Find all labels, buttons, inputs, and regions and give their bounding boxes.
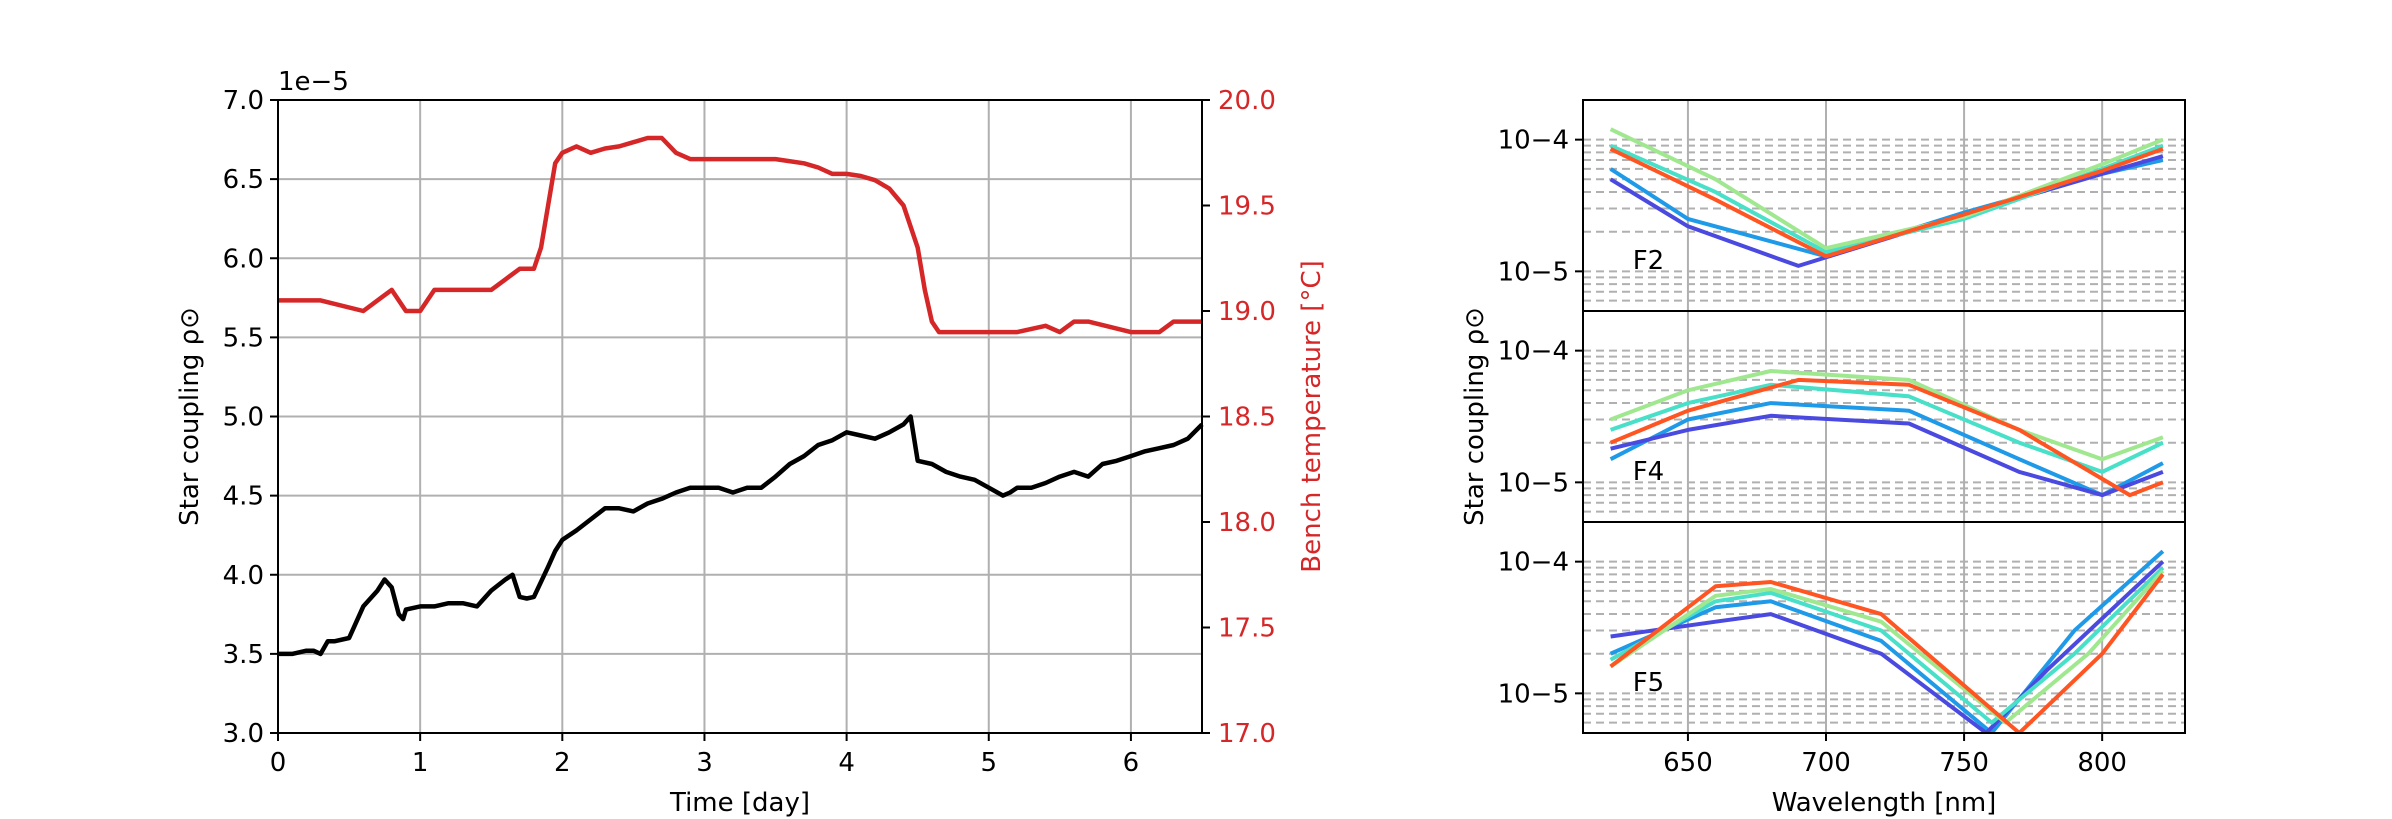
- panel-frame: [1582, 521, 2186, 734]
- y2-tick-label: 19.5: [1218, 192, 1276, 222]
- right-chart: 10−4 10−5 F2 10−4 10−5 F4 10−4 10−5 F5 650 700 750 8…: [1460, 99, 2186, 818]
- spectrum-line-4: [1609, 569, 2165, 725]
- spectrum-line-4: [1609, 369, 2164, 462]
- spectrum-line-3: [1609, 566, 2165, 725]
- panel-f4: 10−4 10−5 F4: [1498, 310, 2186, 523]
- spectrum-line-2: [1610, 560, 2165, 733]
- x-tick-label: 1: [412, 748, 429, 778]
- spectrum-line-4: [1609, 127, 2164, 251]
- spectrum-line-2: [1610, 413, 2164, 498]
- spectrum-line-3: [1609, 382, 2164, 474]
- x-tick-label: 2: [554, 748, 571, 778]
- x-tick-label: 5: [980, 748, 997, 778]
- y-tick-label: 4.5: [223, 482, 264, 512]
- spectrum-line-1: [1609, 401, 2164, 498]
- y-tick-label: 5.0: [223, 403, 264, 433]
- y-tick-label: 10−4: [1498, 337, 1569, 367]
- y-tick-label: 3.5: [223, 640, 264, 670]
- y2-tick-label: 17.0: [1218, 719, 1276, 749]
- y-tick-label: 10−5: [1498, 257, 1569, 287]
- x-tick-label: 800: [2077, 748, 2127, 778]
- coupling-line: [278, 414, 1204, 657]
- x-tick-label: 650: [1663, 748, 1713, 778]
- x-tick-label: 6: [1123, 748, 1140, 778]
- x-tick-label: 700: [1801, 748, 1851, 778]
- x-tick-label: 750: [1939, 748, 1989, 778]
- x-tick-label: 3: [696, 748, 713, 778]
- x-tick-label: 0: [270, 748, 287, 778]
- y2-tick-label: 18.0: [1218, 508, 1276, 538]
- y-axis-label: Star coupling ρ⊙: [1460, 307, 1490, 526]
- x-axis-label: Time [day]: [669, 788, 810, 818]
- panel-label: F2: [1633, 246, 1665, 276]
- y-axis-label: Star coupling ρ⊙: [175, 307, 205, 526]
- y-tick-label: 4.0: [223, 561, 264, 591]
- y-tick-label: 7.0: [223, 86, 264, 116]
- spectrum-line-5: [1609, 147, 2164, 259]
- y-tick-label: 10−5: [1498, 679, 1569, 709]
- y-tick-label: 10−5: [1498, 468, 1569, 498]
- panel-f2: 10−4 10−5 F2: [1498, 99, 2186, 312]
- panel-label: F4: [1633, 457, 1665, 487]
- y2-tick-label: 20.0: [1218, 86, 1276, 116]
- spectrum-line-1: [1609, 549, 2165, 733]
- y2-axis-label: Bench temperature [°C]: [1297, 260, 1327, 572]
- y2-tick-label: 18.5: [1218, 403, 1276, 433]
- y2-tick-label: 19.0: [1218, 297, 1276, 327]
- x-tick-label: 4: [838, 748, 855, 778]
- y-tick-label: 10−4: [1498, 548, 1569, 578]
- spectrum-line-5: [1609, 573, 2165, 733]
- y-tick-label: 5.5: [223, 323, 264, 353]
- panel-label: F5: [1633, 668, 1665, 698]
- spectrum-line-5: [1609, 377, 2164, 498]
- left-chart: 0 1 2 3 4 5 6 3.0 3.5 4.0 4.5 5.0 5.5 6.0 6.5 7.0 17.0 17…: [175, 67, 1327, 818]
- y2-tick-label: 17.5: [1218, 614, 1276, 644]
- y-tick-label: 6.0: [223, 244, 264, 274]
- panel-frame: [1582, 99, 2186, 312]
- panel-f5: 10−4 10−5 F5: [1498, 521, 2186, 734]
- y-offset-label: 1e−5: [278, 67, 349, 97]
- temperature-line: [278, 135, 1202, 335]
- y-tick-label: 10−4: [1498, 126, 1569, 156]
- x-axis-label: Wavelength [nm]: [1772, 788, 1997, 818]
- y-tick-label: 6.5: [223, 165, 264, 195]
- y-tick-label: 3.0: [223, 719, 264, 749]
